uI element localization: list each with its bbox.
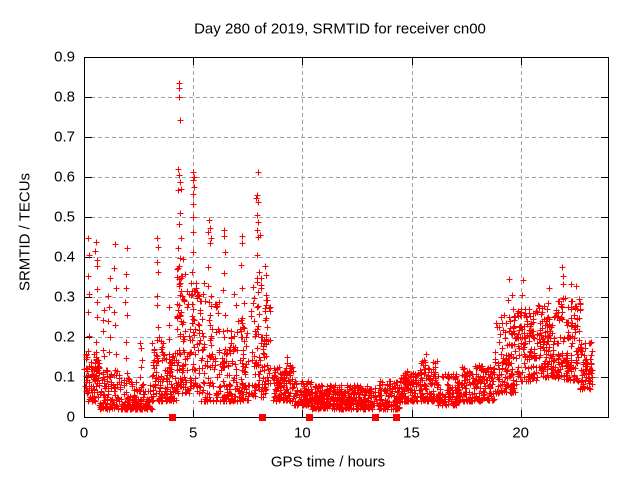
y-tick-label: 0.7 — [54, 129, 75, 146]
y-tick-label: 0.2 — [54, 329, 75, 346]
x-tick-label: 0 — [80, 425, 88, 442]
gap-marker-square — [259, 414, 266, 421]
y-tick-label: 0.5 — [54, 209, 75, 226]
y-tick-label: 0.4 — [54, 249, 75, 266]
gap-marker-square — [393, 414, 400, 421]
chart-title: Day 280 of 2019, SRMTID for receiver cn0… — [194, 20, 486, 38]
plot-border — [84, 57, 609, 418]
y-tick-label: 0 — [67, 409, 75, 426]
y-tick-label: 0.8 — [54, 89, 75, 106]
x-tick-label: 10 — [294, 425, 311, 442]
y-tick-label: 0.3 — [54, 289, 75, 306]
x-axis-label: GPS time / hours — [270, 453, 386, 471]
scatter-points — [81, 80, 596, 413]
y-tick-label: 0.9 — [54, 49, 75, 66]
gap-marker-square — [169, 414, 176, 421]
y-tick-label: 0.1 — [54, 369, 75, 386]
x-tick-label: 5 — [189, 425, 197, 442]
x-tick-label: 15 — [403, 425, 420, 442]
tick-marks — [84, 57, 608, 418]
x-tick-label: 20 — [512, 425, 529, 442]
gridlines — [84, 57, 608, 417]
y-tick-label: 0.6 — [54, 169, 75, 186]
gap-marker-square — [306, 414, 313, 421]
gap-marker-square — [372, 414, 379, 421]
